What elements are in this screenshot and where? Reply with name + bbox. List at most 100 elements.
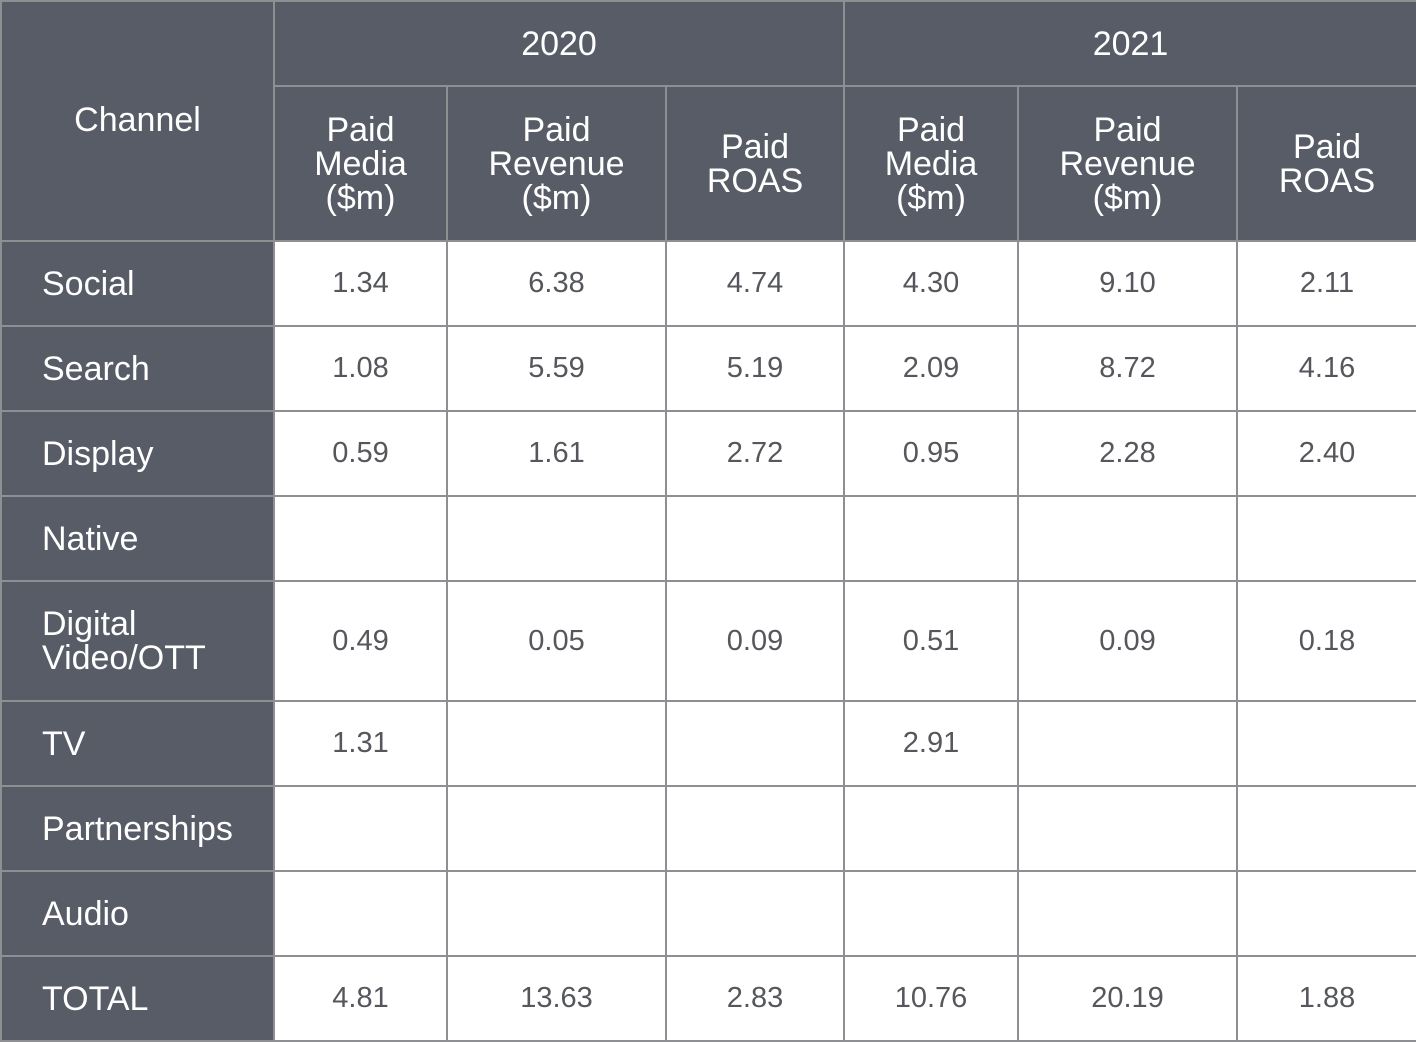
table-row: Search 1.08 5.59 5.19 2.09 8.72 4.16 [0,325,1416,412]
column-header-line: ROAS [706,161,804,200]
channel-header: Channel [0,0,275,242]
table-cell [664,785,846,872]
table-cell: 0.49 [273,580,448,702]
table-cell: 0.95 [843,410,1020,497]
column-header-line: Paid [1093,110,1162,149]
table-cell [664,870,846,957]
table-cell: 4.74 [664,240,846,327]
table-cell [1017,495,1239,582]
table-row: Partnerships [0,785,1416,872]
table-cell: 1.88 [1236,955,1416,1042]
channel-label-line: Native [42,519,139,558]
column-header-line: Media [314,144,407,183]
channel-label-line: Video/OTT [42,639,206,677]
table-cell: 8.72 [1017,325,1239,412]
year-header-2020: 2020 [272,0,846,87]
column-header-line: Revenue [488,144,625,183]
column-header-paid-media-2021: Paid Media ($m) [843,85,1020,242]
table-cell: 0.09 [664,580,846,702]
column-header-line: Paid [326,110,395,149]
table-row: TOTAL 4.81 13.63 2.83 10.76 20.19 1.88 [0,955,1416,1042]
row-header-channel: Social [0,240,275,327]
table-cell: 2.11 [1236,240,1416,327]
table-row: Social 1.34 6.38 4.74 4.30 9.10 2.11 [0,240,1416,327]
channel-label-line: Display [42,434,154,473]
table-cell: 5.59 [446,325,667,412]
column-header-paid-revenue-2020: Paid Revenue ($m) [446,85,667,242]
row-header-channel: Audio [0,870,275,957]
table-cell: 0.09 [1017,580,1239,702]
year-header-2021: 2021 [843,0,1416,87]
table-cell: 0.05 [446,580,667,702]
table-cell [1236,785,1416,872]
channel-label-line: TOTAL [42,979,149,1018]
channel-label-line: Search [42,349,150,388]
column-header-line: Paid [522,110,591,149]
table-cell [273,870,448,957]
table-cell [1017,700,1239,787]
row-header-channel: Digital Video/OTT [0,580,275,702]
table-cell: 1.34 [273,240,448,327]
row-header-channel: Partnerships [0,785,275,872]
table-cell [446,870,667,957]
row-header-channel: Native [0,495,275,582]
table-cell: 10.76 [843,955,1020,1042]
table-cell [664,700,846,787]
channel-label-line: Partnerships [42,809,233,848]
table-cell: 6.38 [446,240,667,327]
table-cell: 1.31 [273,700,448,787]
column-header-line: Paid [720,127,790,166]
table-cell: 2.28 [1017,410,1239,497]
row-header-channel: TV [0,700,275,787]
table-cell: 0.18 [1236,580,1416,702]
table-cell: 0.59 [273,410,448,497]
channel-label-line: TV [42,724,86,763]
table-cell: 20.19 [1017,955,1239,1042]
channel-label-line: Audio [42,894,129,933]
column-header-line: Revenue [1059,144,1196,183]
table-cell: 4.81 [273,955,448,1042]
table-cell: 2.72 [664,410,846,497]
column-header-line: ROAS [1278,161,1376,200]
table-row: Audio [0,870,1416,957]
column-header-line: ($m) [521,178,592,217]
table-cell [273,495,448,582]
table-cell [273,785,448,872]
table-row: TV 1.31 2.91 [0,700,1416,787]
table-cell [843,495,1020,582]
row-header-channel: Display [0,410,275,497]
row-header-channel: Search [0,325,275,412]
table-cell: 1.08 [273,325,448,412]
table-cell: 2.83 [664,955,846,1042]
column-header-line: Paid [896,110,966,149]
table-cell [1236,700,1416,787]
table-cell: 4.30 [843,240,1020,327]
table-cell: 13.63 [446,955,667,1042]
table-row: Display 0.59 1.61 2.72 0.95 2.28 2.40 [0,410,1416,497]
table-cell [1236,870,1416,957]
column-header-line: ($m) [325,178,396,217]
column-header-line: ($m) [1092,178,1163,217]
column-header-line: Paid [1292,127,1362,166]
table-cell [1017,785,1239,872]
column-header-line: ($m) [896,178,966,217]
column-header-paid-media-2020: Paid Media ($m) [273,85,448,242]
channel-label-line: Digital [42,605,137,643]
table-cell [446,495,667,582]
table-cell [843,785,1020,872]
table-cell: 2.09 [843,325,1020,412]
column-header-paid-revenue-2021: Paid Revenue ($m) [1017,85,1239,242]
table-row: Native [0,495,1416,582]
row-header-channel: TOTAL [0,955,275,1042]
column-header-paid-roas-2020: Paid ROAS [664,85,846,242]
table-cell [1017,870,1239,957]
table-cell [446,785,667,872]
table-cell: 4.16 [1236,325,1416,412]
column-header-paid-roas-2021: Paid ROAS [1236,85,1416,242]
table-cell [843,870,1020,957]
table-cell [664,495,846,582]
table-cell: 5.19 [664,325,846,412]
table-cell: 2.91 [843,700,1020,787]
table-cell: 1.61 [446,410,667,497]
